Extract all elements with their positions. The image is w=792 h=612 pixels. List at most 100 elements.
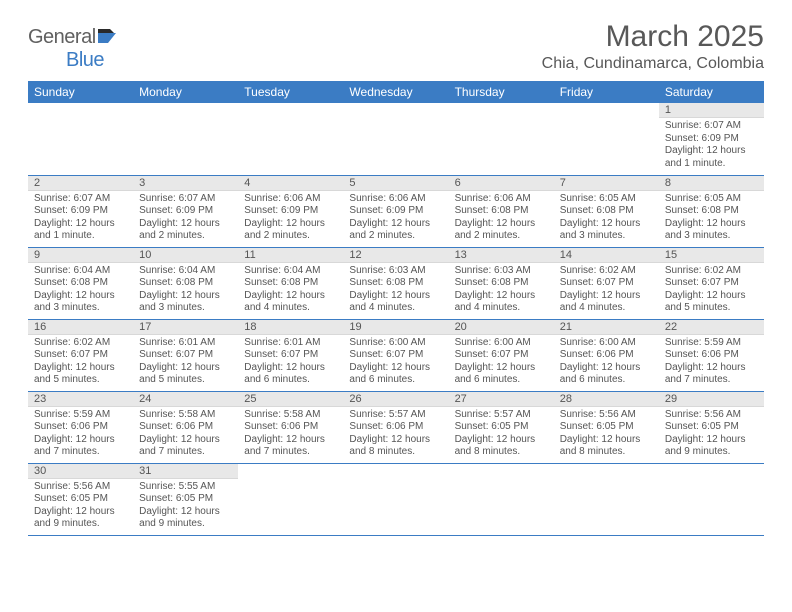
day-details: Sunrise: 6:07 AMSunset: 6:09 PMDaylight:… (28, 191, 133, 247)
daylight-text: Daylight: 12 hours and 8 minutes. (560, 434, 653, 459)
day-number: 20 (449, 320, 554, 335)
calendar-cell: 24Sunrise: 5:58 AMSunset: 6:06 PMDayligh… (133, 391, 238, 463)
daylight-text: Daylight: 12 hours and 7 minutes. (139, 434, 232, 459)
day-number: 27 (449, 392, 554, 407)
daylight-text: Daylight: 12 hours and 8 minutes. (349, 434, 442, 459)
sunset-text: Sunset: 6:08 PM (244, 277, 337, 290)
calendar-cell: 4Sunrise: 6:06 AMSunset: 6:09 PMDaylight… (238, 175, 343, 247)
day-number: 31 (133, 464, 238, 479)
sunrise-text: Sunrise: 6:06 AM (244, 193, 337, 206)
calendar-cell: 12Sunrise: 6:03 AMSunset: 6:08 PMDayligh… (343, 247, 448, 319)
sunrise-text: Sunrise: 6:04 AM (139, 265, 232, 278)
sunset-text: Sunset: 6:06 PM (560, 349, 653, 362)
sunset-text: Sunset: 6:07 PM (139, 349, 232, 362)
day-number: 10 (133, 248, 238, 263)
daylight-text: Daylight: 12 hours and 1 minute. (34, 218, 127, 243)
calendar-cell: 27Sunrise: 5:57 AMSunset: 6:05 PMDayligh… (449, 391, 554, 463)
calendar-cell: 18Sunrise: 6:01 AMSunset: 6:07 PMDayligh… (238, 319, 343, 391)
day-details: Sunrise: 6:03 AMSunset: 6:08 PMDaylight:… (449, 263, 554, 319)
weekday-header: Thursday (449, 81, 554, 103)
day-details: Sunrise: 6:00 AMSunset: 6:06 PMDaylight:… (554, 335, 659, 391)
daylight-text: Daylight: 12 hours and 9 minutes. (34, 506, 127, 531)
sunrise-text: Sunrise: 5:56 AM (560, 409, 653, 422)
sunrise-text: Sunrise: 5:57 AM (455, 409, 548, 422)
day-number: 8 (659, 176, 764, 191)
sunset-text: Sunset: 6:09 PM (665, 133, 758, 146)
daylight-text: Daylight: 12 hours and 9 minutes. (665, 434, 758, 459)
sunset-text: Sunset: 6:09 PM (139, 205, 232, 218)
day-details: Sunrise: 6:05 AMSunset: 6:08 PMDaylight:… (554, 191, 659, 247)
sunset-text: Sunset: 6:05 PM (139, 493, 232, 506)
sunrise-text: Sunrise: 5:55 AM (139, 481, 232, 494)
calendar-cell: 3Sunrise: 6:07 AMSunset: 6:09 PMDaylight… (133, 175, 238, 247)
calendar-cell (554, 463, 659, 535)
calendar-cell: 23Sunrise: 5:59 AMSunset: 6:06 PMDayligh… (28, 391, 133, 463)
sunset-text: Sunset: 6:08 PM (455, 277, 548, 290)
day-details: Sunrise: 6:03 AMSunset: 6:08 PMDaylight:… (343, 263, 448, 319)
calendar-cell: 6Sunrise: 6:06 AMSunset: 6:08 PMDaylight… (449, 175, 554, 247)
calendar-cell: 7Sunrise: 6:05 AMSunset: 6:08 PMDaylight… (554, 175, 659, 247)
sunset-text: Sunset: 6:05 PM (560, 421, 653, 434)
calendar-cell: 28Sunrise: 5:56 AMSunset: 6:05 PMDayligh… (554, 391, 659, 463)
sunset-text: Sunset: 6:08 PM (665, 205, 758, 218)
sunset-text: Sunset: 6:08 PM (34, 277, 127, 290)
daylight-text: Daylight: 12 hours and 2 minutes. (139, 218, 232, 243)
sunset-text: Sunset: 6:08 PM (349, 277, 442, 290)
calendar-row: 9Sunrise: 6:04 AMSunset: 6:08 PMDaylight… (28, 247, 764, 319)
sunrise-text: Sunrise: 6:01 AM (139, 337, 232, 350)
daylight-text: Daylight: 12 hours and 6 minutes. (244, 362, 337, 387)
sunrise-text: Sunrise: 5:58 AM (244, 409, 337, 422)
sunset-text: Sunset: 6:08 PM (560, 205, 653, 218)
calendar-row: 23Sunrise: 5:59 AMSunset: 6:06 PMDayligh… (28, 391, 764, 463)
logo-text-gray: General (28, 26, 96, 48)
day-number: 25 (238, 392, 343, 407)
calendar-cell: 8Sunrise: 6:05 AMSunset: 6:08 PMDaylight… (659, 175, 764, 247)
calendar-cell: 19Sunrise: 6:00 AMSunset: 6:07 PMDayligh… (343, 319, 448, 391)
calendar-cell: 29Sunrise: 5:56 AMSunset: 6:05 PMDayligh… (659, 391, 764, 463)
sunrise-text: Sunrise: 5:57 AM (349, 409, 442, 422)
calendar-cell: 15Sunrise: 6:02 AMSunset: 6:07 PMDayligh… (659, 247, 764, 319)
day-details: Sunrise: 5:56 AMSunset: 6:05 PMDaylight:… (554, 407, 659, 463)
sunrise-text: Sunrise: 6:04 AM (244, 265, 337, 278)
sunset-text: Sunset: 6:06 PM (34, 421, 127, 434)
logo-text: GeneralBlue (28, 26, 120, 72)
day-number: 26 (343, 392, 448, 407)
weekday-header-row: Sunday Monday Tuesday Wednesday Thursday… (28, 81, 764, 103)
day-details: Sunrise: 6:07 AMSunset: 6:09 PMDaylight:… (133, 191, 238, 247)
calendar-cell (133, 103, 238, 175)
day-number: 18 (238, 320, 343, 335)
sunset-text: Sunset: 6:06 PM (349, 421, 442, 434)
day-details: Sunrise: 6:01 AMSunset: 6:07 PMDaylight:… (133, 335, 238, 391)
day-number: 6 (449, 176, 554, 191)
sunrise-text: Sunrise: 6:07 AM (665, 120, 758, 133)
sunrise-text: Sunrise: 6:01 AM (244, 337, 337, 350)
daylight-text: Daylight: 12 hours and 3 minutes. (34, 290, 127, 315)
calendar-cell: 2Sunrise: 6:07 AMSunset: 6:09 PMDaylight… (28, 175, 133, 247)
sunset-text: Sunset: 6:09 PM (34, 205, 127, 218)
daylight-text: Daylight: 12 hours and 3 minutes. (665, 218, 758, 243)
daylight-text: Daylight: 12 hours and 8 minutes. (455, 434, 548, 459)
page: GeneralBlue March 2025 Chia, Cundinamarc… (0, 0, 792, 546)
weekday-header: Wednesday (343, 81, 448, 103)
sunrise-text: Sunrise: 6:02 AM (665, 265, 758, 278)
sunset-text: Sunset: 6:06 PM (139, 421, 232, 434)
daylight-text: Daylight: 12 hours and 5 minutes. (665, 290, 758, 315)
sunrise-text: Sunrise: 6:00 AM (560, 337, 653, 350)
day-number: 17 (133, 320, 238, 335)
day-number: 11 (238, 248, 343, 263)
sunrise-text: Sunrise: 6:07 AM (34, 193, 127, 206)
calendar-table: Sunday Monday Tuesday Wednesday Thursday… (28, 81, 764, 536)
calendar-cell: 10Sunrise: 6:04 AMSunset: 6:08 PMDayligh… (133, 247, 238, 319)
sunset-text: Sunset: 6:07 PM (34, 349, 127, 362)
calendar-cell: 13Sunrise: 6:03 AMSunset: 6:08 PMDayligh… (449, 247, 554, 319)
daylight-text: Daylight: 12 hours and 7 minutes. (665, 362, 758, 387)
weekday-header: Saturday (659, 81, 764, 103)
header: GeneralBlue March 2025 Chia, Cundinamarc… (28, 20, 764, 73)
daylight-text: Daylight: 12 hours and 2 minutes. (244, 218, 337, 243)
daylight-text: Daylight: 12 hours and 6 minutes. (455, 362, 548, 387)
title-block: March 2025 Chia, Cundinamarca, Colombia (542, 20, 764, 73)
day-details: Sunrise: 6:01 AMSunset: 6:07 PMDaylight:… (238, 335, 343, 391)
day-number: 4 (238, 176, 343, 191)
calendar-cell (554, 103, 659, 175)
sunset-text: Sunset: 6:05 PM (34, 493, 127, 506)
